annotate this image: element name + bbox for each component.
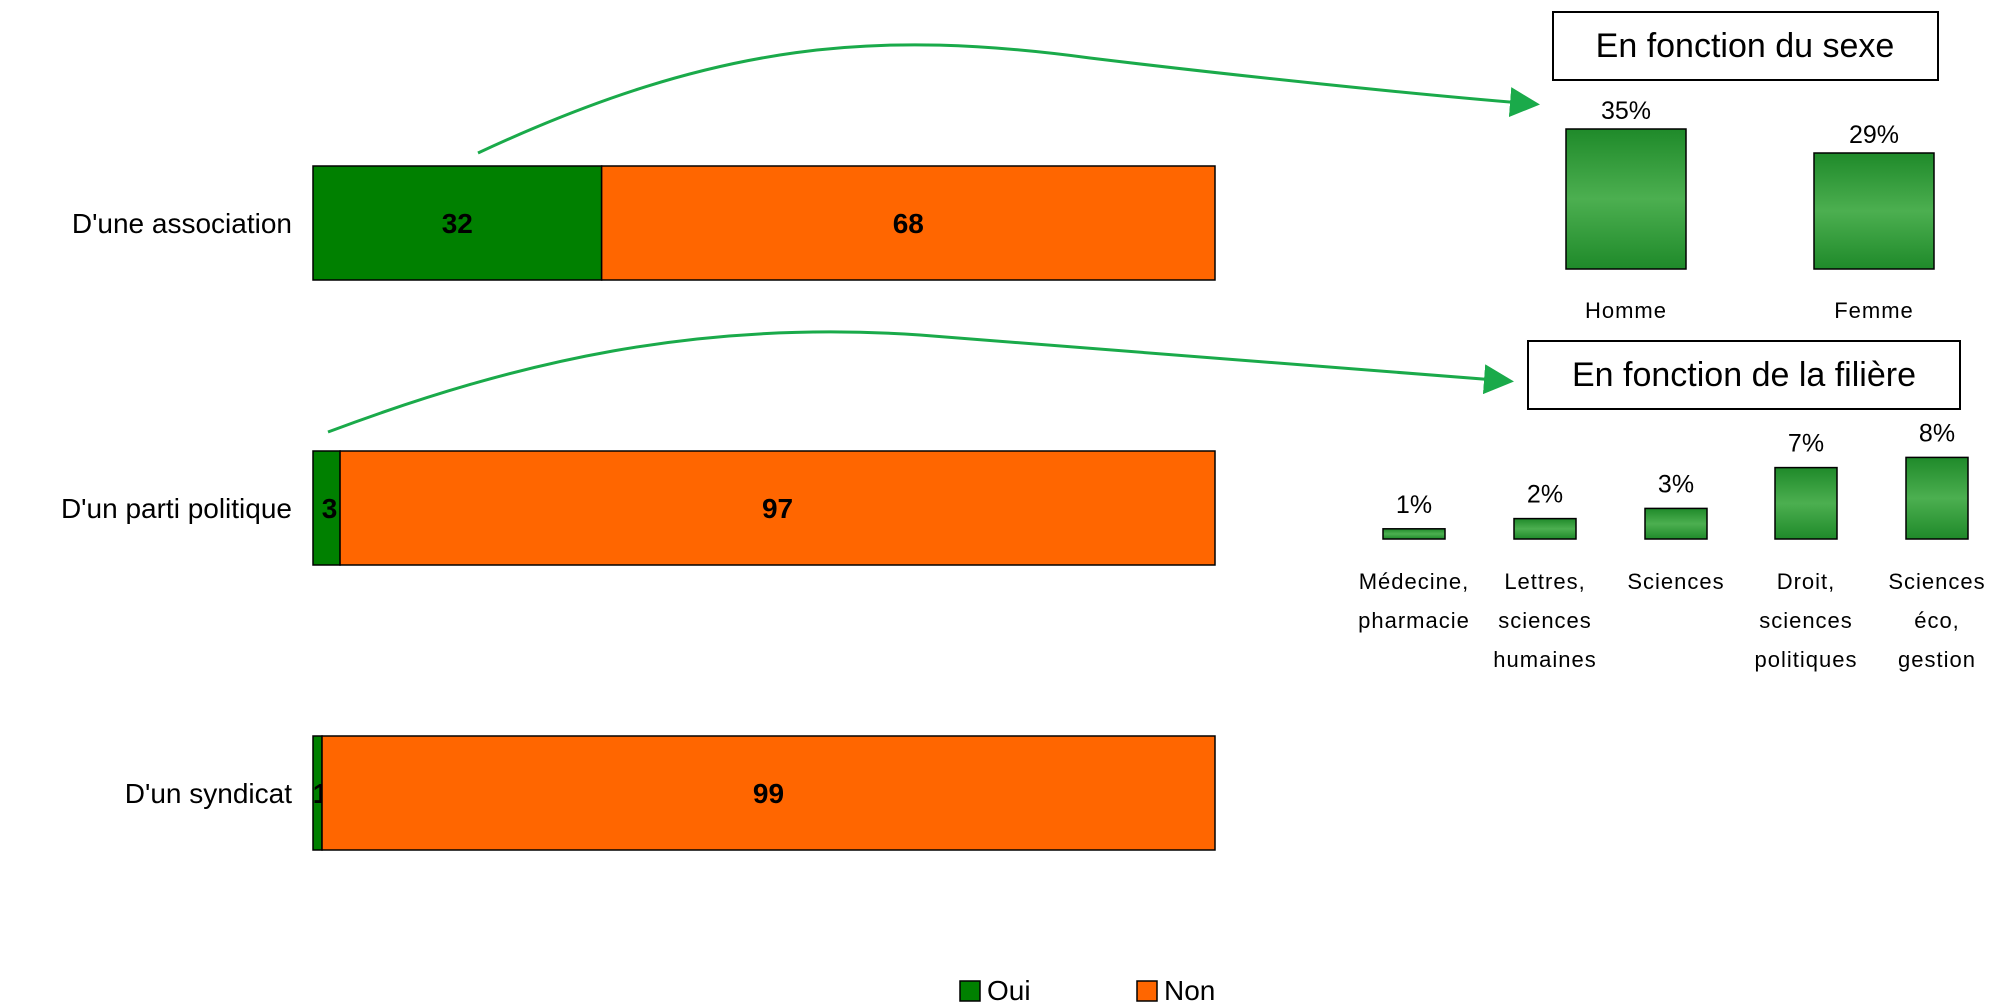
filiere-category-label: Droit, [1777, 569, 1836, 594]
bar-value-label: 99 [753, 778, 784, 809]
sexe-bar [1813, 152, 1935, 270]
sexe-bar-chart: En fonction du sexe 35% Homme 29% Femme [1552, 11, 1939, 323]
filiere-bar-value: 2% [1527, 481, 1563, 509]
bar-non-segment [321, 735, 1216, 851]
category-label: D'un syndicat [125, 778, 292, 809]
category-label: D'une association [72, 208, 292, 239]
filiere-category-label: humaines [1493, 647, 1596, 672]
sexe-title-box [1552, 11, 1939, 81]
filiere-bar [1513, 517, 1577, 540]
filiere-bar-value: 3% [1658, 470, 1694, 498]
filiere-category-label: politiques [1755, 647, 1858, 672]
filiere-category-label: gestion [1898, 647, 1976, 672]
filiere-bar [1382, 528, 1446, 540]
filiere-bar-value: 7% [1788, 430, 1824, 458]
bar-value-label: 68 [893, 208, 924, 239]
connector-arrow-filiere [327, 330, 1514, 434]
sexe-category-label: Homme [1585, 298, 1667, 323]
filiere-bar-value: 1% [1396, 491, 1432, 519]
bar-oui-segment [312, 450, 341, 566]
filiere-chart-title: En fonction de la filière [1572, 356, 1916, 394]
sexe-bar-value: 35% [1601, 97, 1651, 125]
sexe-category-label: Femme [1834, 298, 1914, 323]
filiere-bar [1774, 466, 1838, 540]
bar-oui-segment [312, 165, 603, 281]
bar-value-label: 3 [322, 493, 338, 524]
filiere-category-label: Sciences [1627, 569, 1724, 594]
filiere-category-label: pharmacie [1358, 608, 1470, 633]
filiere-title-box [1527, 340, 1961, 410]
filiere-bar [1644, 507, 1708, 540]
legend-swatch-non [1136, 980, 1158, 1002]
legend-swatch-oui [959, 980, 981, 1002]
filiere-category-label: Sciences [1888, 569, 1985, 594]
filiere-bar-chart: En fonction de la filière 1% Médecine, phar… [1358, 340, 1985, 672]
bar-non-segment [600, 165, 1216, 281]
filiere-category-label: éco, [1914, 608, 1960, 633]
legend-label-non: Non [1164, 975, 1215, 1003]
main-stacked-bar-chart: D'une association 32 68 D'un parti politiqu… [61, 165, 1216, 851]
bar-non-segment [339, 450, 1216, 566]
sexe-chart-title: En fonction du sexe [1596, 27, 1895, 65]
filiere-category-label: sciences [1759, 608, 1853, 633]
legend-label-oui: Oui [987, 975, 1031, 1003]
sexe-bar-value: 29% [1849, 121, 1899, 149]
filiere-bar [1905, 456, 1969, 540]
category-label: D'un parti politique [61, 493, 292, 524]
legend: Oui Non [959, 975, 1215, 1003]
bar-value-label: 97 [762, 493, 793, 524]
filiere-category-label: Lettres, [1504, 569, 1585, 594]
filiere-bar-value: 8% [1919, 419, 1955, 447]
sexe-bar [1565, 128, 1687, 270]
connector-arrow-sexe [477, 43, 1540, 155]
filiere-category-label: Médecine, [1359, 569, 1470, 594]
bar-value-label: 32 [442, 208, 473, 239]
filiere-category-label: sciences [1498, 608, 1592, 633]
